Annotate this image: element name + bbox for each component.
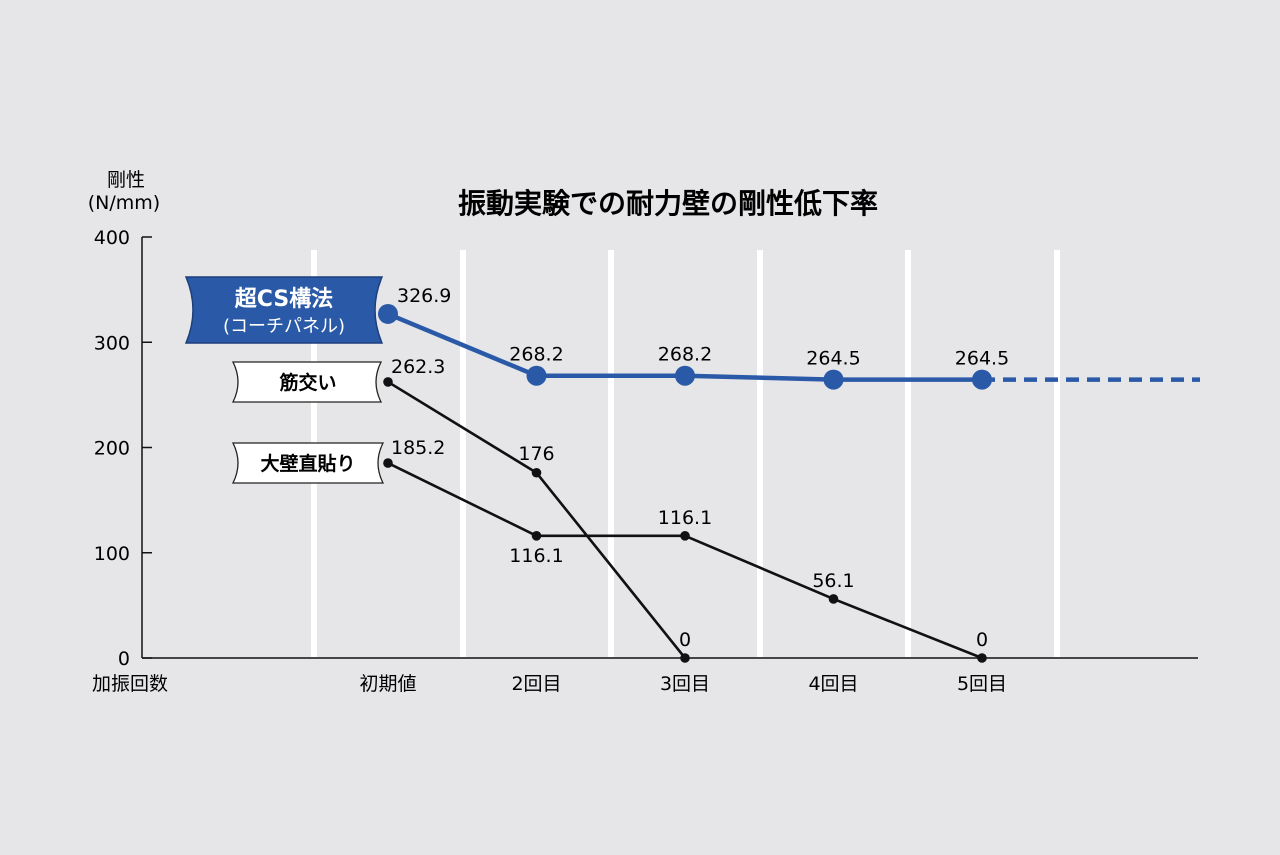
series-sujikai-point-1 [383,377,393,387]
y-axis-label: 剛性 [107,169,145,191]
series-cs-point-5 [972,369,992,390]
series-sujikai-data-label-3: 0 [679,629,691,651]
series-sujikai-point-3 [680,653,690,663]
series-cs-data-label-2: 268.2 [509,344,563,366]
series-ohkabe-point-4 [828,594,839,604]
series-cs-point-2 [526,365,547,386]
series-ohkabe-data-label-3: 116.1 [658,507,712,529]
series-cs-data-label-1: 326.9 [397,285,451,307]
series-ohkabe-point-5 [977,653,987,663]
legend-label-ohkabe: 大壁直貼り [260,452,355,475]
series-sujikai-point-2 [531,467,542,478]
series-sujikai-line [387,380,687,659]
series-cs-data-label-4: 264.5 [806,348,860,370]
y-tick-label-100: 100 [94,543,130,565]
series-sujikai-data-label-2: 176 [518,443,554,465]
y-axis-unit: (N/mm) [88,192,160,214]
x-tick-label-3: 3回目 [660,673,710,695]
x-tick-label-2: 2回目 [511,673,561,695]
series-cs-point-4 [823,369,844,390]
legend-tag-sujikai [231,361,383,403]
y-tick-label-300: 300 [94,332,130,354]
legend-sublabel-cs: (コーチパネル) [223,316,345,337]
x-tick-label-4: 4回目 [808,673,858,695]
series-ohkabe-data-label-4: 56.1 [812,570,854,592]
legend-label-cs: 超CS構法 [235,286,333,312]
legend-tag-cs [184,276,384,344]
series-ohkabe-data-label-5: 0 [976,629,988,651]
series-cs-data-label-5: 264.5 [955,348,1009,370]
y-tick-label-200: 200 [94,438,130,460]
legend-tag-ohkabe [231,442,385,484]
legend-label-sujikai: 筋交い [279,371,336,394]
series-ohkabe-point-1 [383,458,393,468]
series-cs-data-label-3: 268.2 [658,344,712,366]
y-tick-label-400: 400 [94,227,130,249]
series-ohkabe-data-label-1: 185.2 [391,437,445,459]
series-ohkabe-point-3 [680,531,690,541]
series-cs-point-1 [378,303,398,324]
y-tick-label-0: 0 [118,648,130,670]
series-ohkabe-point-2 [531,531,542,541]
x-axis-label: 加振回数 [92,673,168,695]
x-tick-label-5: 5回目 [957,673,1007,695]
series-sujikai-data-label-1: 262.3 [391,356,445,378]
series-ohkabe-data-label-2: 116.1 [509,545,563,567]
x-tick-label-1: 初期値 [359,673,416,695]
chart-title: 振動実験での耐力壁の剛性低下率 [458,187,878,220]
series-cs-point-3 [675,365,695,386]
